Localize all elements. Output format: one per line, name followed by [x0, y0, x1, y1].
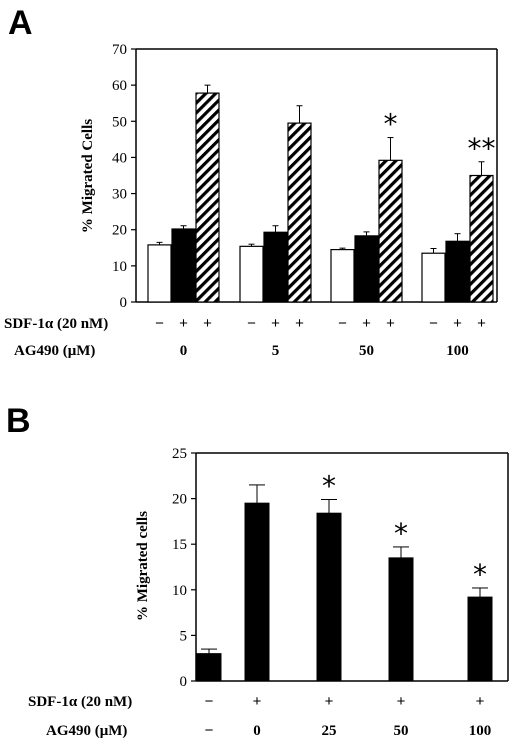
panel-b-ag490-label: AG490 (μM) [46, 723, 127, 739]
sdf-sign: − [429, 315, 438, 332]
panel-b-y-axis-label: % Migrated cells [135, 511, 151, 621]
significance-star: ** [468, 132, 496, 165]
bar [316, 512, 342, 682]
sdf-sign: + [253, 693, 262, 710]
significance-star: * [473, 558, 487, 591]
y-tick-label: 20 [112, 223, 127, 239]
panel-a-bars: *** [147, 84, 496, 303]
panel-a-y-axis: 0 10 20 30 40 50 60 70 [112, 42, 136, 311]
bar [147, 244, 172, 303]
y-tick-label: 0 [120, 295, 128, 311]
bar [195, 92, 220, 303]
panel-b-y-axis: 0 5 10 15 20 25 [172, 446, 196, 690]
sdf-sign: + [325, 693, 334, 710]
panel-b-frame [195, 452, 509, 682]
y-tick-label: 30 [112, 187, 127, 203]
y-tick-label: 15 [172, 537, 187, 553]
ag490-dose: 50 [359, 343, 374, 359]
bar [469, 174, 494, 303]
ag490-dose: 25 [322, 723, 337, 739]
y-tick-label: 0 [180, 674, 188, 690]
bar [378, 159, 403, 303]
y-tick-label: 60 [112, 78, 127, 94]
panel-b-sdf-label: SDF-1α (20 nM) [28, 694, 132, 710]
bar [287, 122, 312, 303]
panel-a-ag490-label: AG490 (μM) [14, 343, 95, 359]
bar [263, 231, 288, 303]
sdf-sign: + [179, 315, 188, 332]
sdf-sign: − [155, 315, 164, 332]
ag490-dose: 0 [180, 343, 188, 359]
bar [445, 240, 470, 303]
significance-star: * [394, 517, 408, 550]
panel-a-ag490-doses: 0 5 50 100 [180, 343, 469, 359]
sdf-sign: + [476, 693, 485, 710]
sdf-sign: + [271, 315, 280, 332]
panel-a-y-axis-label: % Migrated Cells [80, 119, 96, 233]
bar [388, 557, 414, 682]
panel-a-letter: A [8, 4, 33, 42]
bar [354, 235, 379, 303]
ag490-dose: 5 [272, 343, 280, 359]
sdf-sign: − [247, 315, 256, 332]
y-tick-label: 5 [180, 628, 188, 644]
bar [196, 653, 222, 682]
ag490-dose: 50 [394, 723, 409, 739]
y-tick-label: 50 [112, 114, 127, 130]
ag490-dose: 100 [446, 343, 469, 359]
bar [171, 228, 196, 303]
y-tick-label: 10 [172, 583, 187, 599]
ag490-dose: 100 [469, 723, 492, 739]
significance-star: * [384, 108, 398, 141]
bar [244, 502, 270, 682]
bar [421, 252, 446, 303]
significance-star: * [322, 470, 336, 503]
ag490-dose: 0 [253, 723, 261, 739]
sdf-sign: + [295, 315, 304, 332]
sdf-sign: + [362, 315, 371, 332]
bar [330, 248, 355, 303]
panel-a-sdf-label: SDF-1α (20 nM) [4, 316, 108, 332]
y-tick-label: 70 [112, 42, 127, 58]
panel-b-letter: B [6, 402, 31, 440]
y-tick-label: 40 [112, 150, 127, 166]
ag490-dose: − [205, 722, 214, 739]
sdf-sign: + [386, 315, 395, 332]
y-tick-label: 20 [172, 492, 187, 508]
sdf-sign: + [397, 693, 406, 710]
panel-a-sdf-signs: − + + − + + − + + − + + [155, 315, 486, 332]
sdf-sign: + [203, 315, 212, 332]
panel-b-ag490-doses: − 0 25 50 100 [205, 722, 492, 739]
bar [467, 596, 493, 682]
panel-b-bars: * * * [196, 470, 493, 682]
y-tick-label: 25 [172, 446, 187, 462]
sdf-sign: + [453, 315, 462, 332]
y-tick-label: 10 [112, 259, 127, 275]
sdf-sign: − [205, 693, 214, 710]
sdf-sign: − [338, 315, 347, 332]
panel-b-sdf-signs: − + + + + [205, 693, 485, 710]
sdf-sign: + [477, 315, 486, 332]
bar [239, 245, 264, 303]
